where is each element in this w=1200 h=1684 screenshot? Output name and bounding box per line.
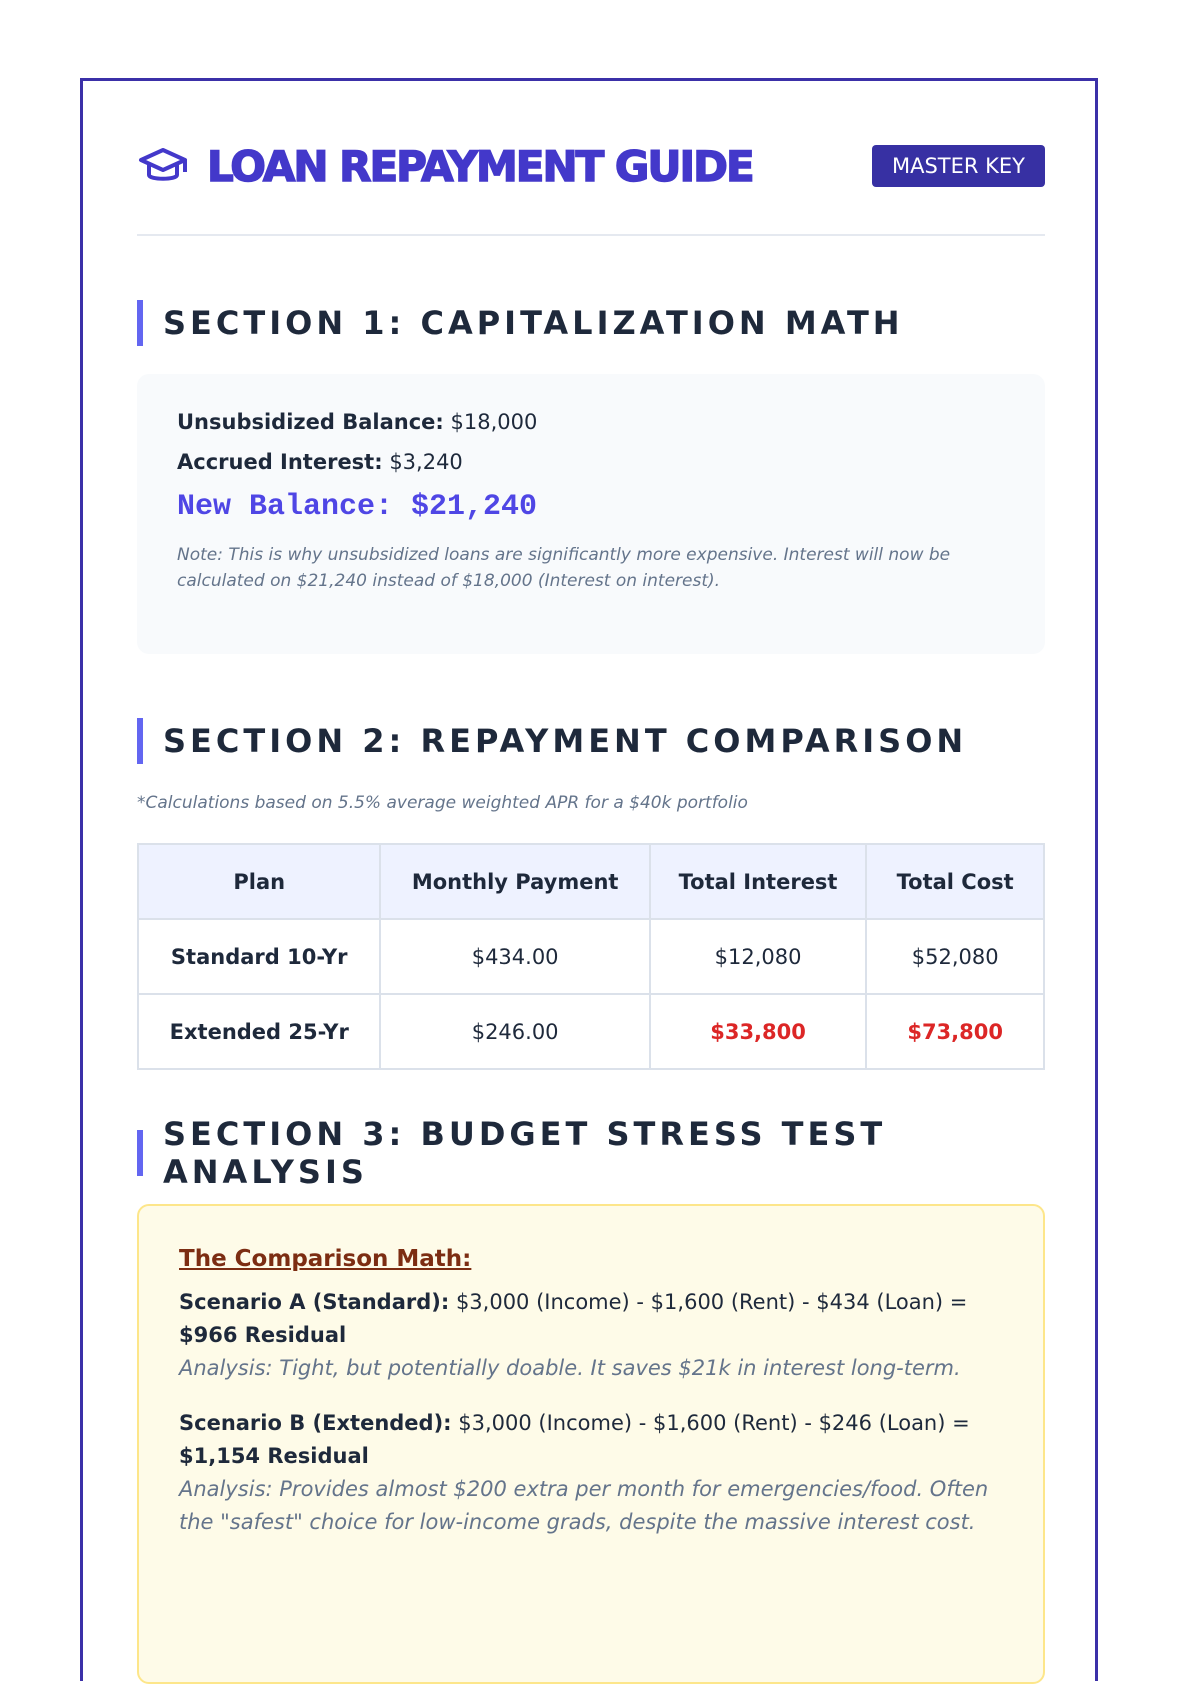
stress-test-box: The Comparison Math: Scenario A (Standar… — [137, 1204, 1045, 1684]
cell: $52,080 — [865, 918, 1045, 995]
table-row: Extended 25-Yr $246.00 $33,800 $73,800 — [136, 993, 1045, 1070]
col-plan: Plan — [136, 843, 382, 920]
box-title: The Comparison Math: — [179, 1246, 472, 1272]
capitalization-box: Unsubsidized Balance: $18,000 Accrued In… — [137, 374, 1045, 654]
accrued-interest: Accrued Interest: $3,240 — [177, 450, 1005, 474]
comparison-table-wrap: Plan Monthly Payment Total Interest Tota… — [136, 843, 1045, 1070]
cell: $73,800 — [865, 993, 1045, 1070]
scenario-b: Scenario B (Extended): $3,000 (Income) -… — [179, 1407, 1003, 1473]
label: Scenario B (Extended): — [179, 1411, 452, 1435]
col-interest: Total Interest — [648, 843, 868, 920]
note: Note: This is why unsubsidized loans are… — [177, 545, 951, 591]
label: Accrued Interest: — [177, 450, 383, 474]
cell: $33,800 — [648, 993, 868, 1070]
master-key-badge: MASTER KEY — [871, 145, 1045, 187]
result: $1,154 Residual — [179, 1444, 369, 1468]
formula: $3,000 (Income) - $1,600 (Rent) - $246 (… — [451, 1411, 970, 1435]
section-2-heading: SECTION 2: REPAYMENT COMPARISON — [137, 718, 1045, 764]
cell: $246.00 — [379, 993, 651, 1070]
result: $966 Residual — [179, 1323, 347, 1347]
unsubsidized-balance: Unsubsidized Balance: $18,000 — [177, 410, 1005, 434]
scenario-b-analysis: Analysis: Provides almost $200 extra per… — [179, 1477, 989, 1534]
col-monthly: Monthly Payment — [379, 843, 651, 920]
graduation-cap-icon — [139, 148, 187, 181]
table-header: Plan Monthly Payment Total Interest Tota… — [136, 843, 1045, 920]
label: Unsubsidized Balance: — [177, 410, 444, 434]
divider — [137, 234, 1045, 236]
cell: $434.00 — [379, 918, 651, 995]
footnote: *Calculations based on 5.5% average weig… — [137, 793, 748, 813]
value: $3,240 — [389, 450, 463, 474]
cell: Standard 10-Yr — [136, 918, 382, 995]
col-total: Total Cost — [865, 843, 1045, 920]
cell: Extended 25-Yr — [136, 993, 382, 1070]
formula: $3,000 (Income) - $1,600 (Rent) - $434 (… — [449, 1290, 968, 1314]
value: $18,000 — [450, 410, 538, 434]
label: Scenario A (Standard): — [179, 1290, 450, 1314]
scenario-a: Scenario A (Standard): $3,000 (Income) -… — [179, 1286, 1003, 1352]
section-3-heading: SECTION 3: BUDGET STRESS TEST ANALYSIS — [137, 1115, 1045, 1191]
document-frame: LOAN REPAYMENT GUIDE MASTER KEY SECTION … — [80, 78, 1098, 1684]
new-balance: New Balance: $21,240 — [177, 490, 538, 524]
header: LOAN REPAYMENT GUIDE MASTER KEY — [137, 141, 1045, 191]
page-title: LOAN REPAYMENT GUIDE — [206, 141, 755, 192]
scenario-a-analysis: Analysis: Tight, but potentially doable.… — [179, 1356, 961, 1380]
cell: $12,080 — [648, 918, 868, 995]
section-1-heading: SECTION 1: CAPITALIZATION MATH — [137, 300, 1045, 346]
comparison-table: Plan Monthly Payment Total Interest Tota… — [136, 843, 1045, 1070]
table-row: Standard 10-Yr $434.00 $12,080 $52,080 — [136, 918, 1045, 995]
